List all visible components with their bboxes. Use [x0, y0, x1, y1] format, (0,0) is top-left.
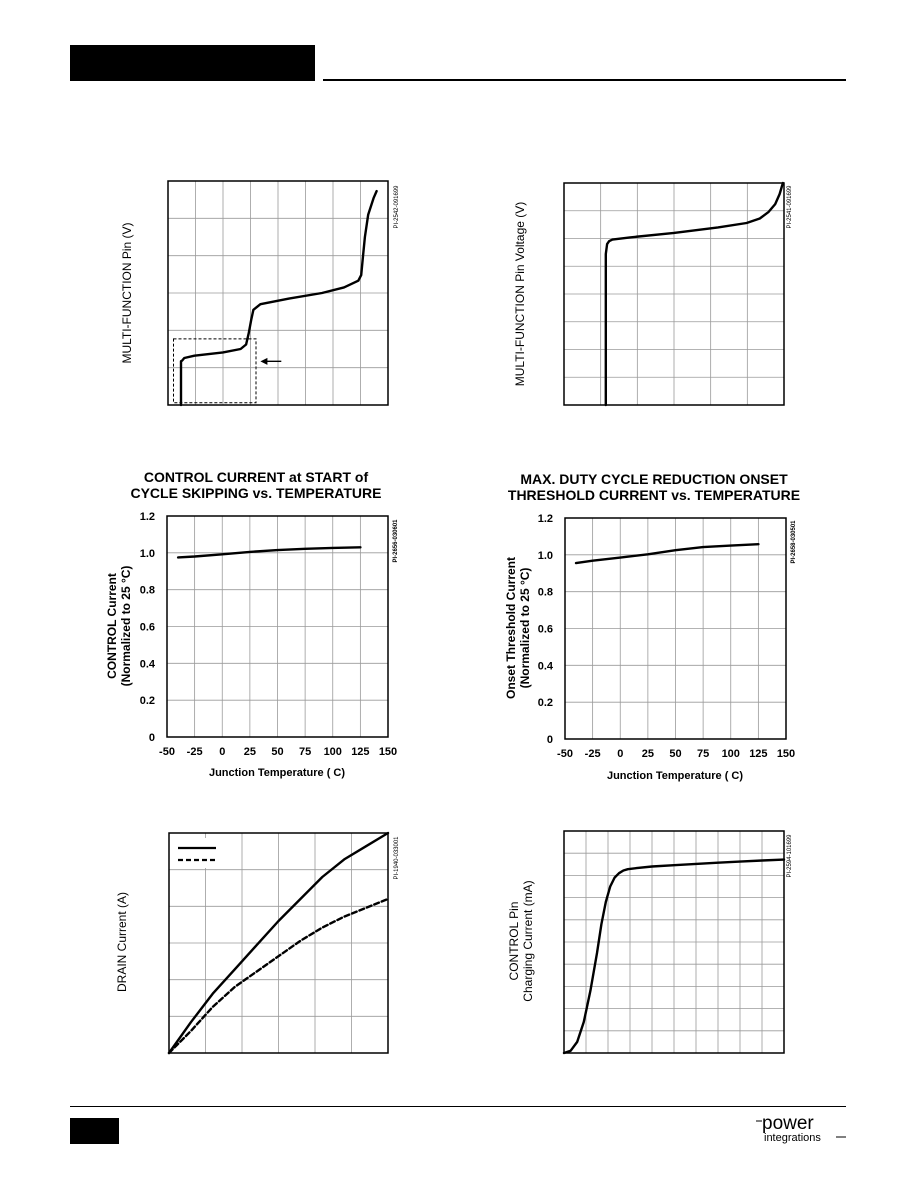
x-tick-label: 150 [379, 746, 397, 758]
x-tick-label: -50 [159, 746, 175, 758]
x-tick-label: 25 [642, 748, 654, 760]
x-tick-label: 125 [749, 748, 767, 760]
chart-grid [167, 516, 388, 737]
x-axis-label: Junction Temperature ( C) [607, 770, 743, 782]
x-tick-label: -25 [187, 746, 203, 758]
chart-grid [564, 831, 784, 1053]
y-axis-label-line-2: (Normalized to 25 °C) [518, 568, 532, 689]
y-axis-label: MULTI-FUNCTION Pin (V) [120, 222, 134, 363]
chart-multifunction-pin-voltage: MULTI-FUNCTION Pin Voltage (V) PI-2541-0… [513, 181, 793, 407]
header-rule [323, 79, 846, 81]
y-tick-label: 0.6 [140, 622, 155, 634]
chart-grid [168, 181, 388, 405]
series-layer [167, 831, 390, 1055]
series-layer [562, 858, 786, 1055]
x-tick-label: 0 [219, 746, 225, 758]
y-axis-label-line-1: CONTROL Pin [507, 902, 521, 981]
series-layer [176, 546, 362, 559]
chart-code: PI-2542-091699 [394, 185, 400, 229]
y-tick-label: 0 [547, 734, 553, 746]
y-axis-label-line-1: CONTROL Current [105, 573, 119, 679]
series-layer [604, 181, 785, 407]
power-integrations-logo: power integrations [756, 1113, 846, 1144]
chart-drain-current: DRAIN Current (A) PI-1940-033001 [115, 831, 400, 1055]
x-tick-label: 125 [351, 746, 369, 758]
plot-frame [564, 517, 787, 740]
series-line-1 [179, 189, 378, 407]
chart-control-pin-charging-current: CONTROL Pin Charging Current (mA) PI-259… [507, 830, 793, 1055]
logo-word-power: power [762, 1113, 814, 1134]
x-tick-label: -50 [557, 748, 573, 760]
y-tick-label: 0 [149, 732, 155, 744]
y-tick-label: 0.4 [538, 660, 554, 672]
series-line-1 [574, 543, 760, 565]
x-tick-label: 50 [669, 748, 681, 760]
chart-title-line-1: MAX. DUTY CYCLE REDUCTION ONSET [520, 471, 788, 487]
plot-frame [563, 182, 785, 406]
y-tick-label: 0.8 [140, 585, 155, 597]
x-tick-label: 25 [244, 746, 256, 758]
plot-frame [168, 832, 389, 1054]
chart-title-line-2: CYCLE SKIPPING vs. TEMPERATURE [130, 485, 381, 501]
series-line-1 [167, 831, 390, 1055]
y-axis-label-line-2: (Normalized to 25 °C) [119, 566, 133, 687]
y-axis-label: DRAIN Current (A) [115, 892, 129, 992]
plot-frame [166, 515, 389, 738]
chart-onset-threshold-vs-temperature: MAX. DUTY CYCLE REDUCTION ONSET THRESHOL… [504, 471, 800, 782]
plot-frame [563, 830, 785, 1054]
arrow-head [260, 357, 268, 365]
chart-code: PI-1940-033001 [394, 836, 400, 880]
x-tick-label: 75 [697, 748, 709, 760]
series-layer [179, 189, 378, 407]
x-tick-label: 100 [324, 746, 342, 758]
chart-code: PI-2594-101699 [787, 834, 793, 878]
x-tick-label: 0 [617, 748, 623, 760]
arrow-indicator [260, 357, 282, 365]
y-tick-label: 0.6 [538, 624, 553, 636]
x-tick-label: 50 [271, 746, 283, 758]
y-tick-label: 1.2 [538, 513, 553, 525]
series-line-1 [176, 546, 362, 559]
x-tick-label: 150 [777, 748, 795, 760]
logo-word-integrations: integrations [764, 1132, 821, 1144]
y-tick-label: 1.2 [140, 511, 155, 523]
y-tick-label: 1.0 [538, 550, 553, 562]
x-tick-label: 100 [722, 748, 740, 760]
y-tick-label: 0.8 [538, 587, 553, 599]
y-tick-label: 0.2 [538, 697, 553, 709]
y-axis-label-line-2: Charging Current (mA) [521, 880, 535, 1001]
y-tick-label: 0.2 [140, 695, 155, 707]
chart-code: PI-2541-091699 [787, 185, 793, 229]
series-line-1 [604, 181, 785, 407]
x-tick-label: 75 [299, 746, 311, 758]
chart-title-line-2: THRESHOLD CURRENT vs. TEMPERATURE [508, 487, 800, 503]
footer-rule [70, 1106, 846, 1107]
chart-grid [565, 518, 786, 739]
chart-title-line-1: CONTROL CURRENT at START of [144, 469, 369, 485]
chart-control-current-vs-temperature: CONTROL CURRENT at START of CYCLE SKIPPI… [105, 469, 399, 779]
tick-labels: -50 -25 0 25 50 75 100 125 150 0 0.2 0.4 0.6 0.8 1.0 1.… [140, 511, 397, 758]
x-tick-label: -25 [585, 748, 601, 760]
series-line-1 [562, 858, 786, 1055]
dashed-zoom-box [173, 338, 257, 404]
series-layer [574, 543, 760, 565]
y-axis-label-line-1: Onset Threshold Current [504, 557, 518, 699]
tick-labels: -50 -25 0 25 50 75 100 125 150 0 0.2 0.4 0.6 0.8 1.0 1.… [538, 513, 795, 760]
chart-code: PI-2656-030601 [393, 519, 399, 563]
y-axis-label: MULTI-FUNCTION Pin Voltage (V) [513, 202, 527, 386]
page-number-block [70, 1118, 119, 1144]
legend-background [172, 838, 222, 868]
plot-frame [167, 180, 389, 406]
header-black-block [70, 45, 315, 81]
x-axis-label: Junction Temperature ( C) [209, 767, 345, 779]
chart-multifunction-pin: MULTI-FUNCTION Pin (V) PI-2542-091699 [120, 180, 400, 407]
chart-code: PI-2658-030501 [791, 520, 797, 564]
y-tick-label: 0.4 [140, 658, 156, 670]
chart-grid [564, 183, 784, 405]
series-line-2 [167, 897, 390, 1055]
y-tick-label: 1.0 [140, 548, 155, 560]
